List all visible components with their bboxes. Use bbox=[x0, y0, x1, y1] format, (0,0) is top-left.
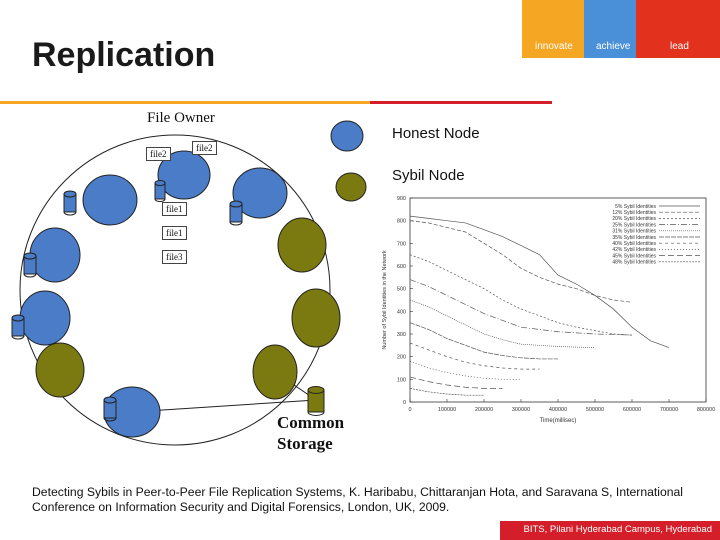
title-rule-orange bbox=[0, 101, 370, 104]
y-tick-label: 100 bbox=[397, 377, 406, 383]
chart-frame bbox=[409, 197, 707, 403]
x-tick-label: 200000 bbox=[475, 407, 493, 413]
legend-entry: 45% Sybil Identities bbox=[612, 253, 656, 259]
file-owner-label: File Owner bbox=[147, 110, 215, 126]
y-tick-label: 900 bbox=[397, 196, 406, 202]
series-line bbox=[409, 299, 596, 348]
legend-entry: 20% Sybil Identities bbox=[612, 216, 656, 222]
legend-entry: 48% Sybil Identities bbox=[612, 260, 656, 266]
common-storage-line2: Storage bbox=[277, 434, 333, 453]
common-storage-label: Common Storage bbox=[277, 412, 344, 454]
legend-entry: 40% Sybil Identities bbox=[612, 241, 656, 247]
brand-achieve-label: achieve bbox=[596, 41, 631, 52]
x-tick-label: 100000 bbox=[438, 407, 456, 413]
legend-entry: 25% Sybil Identities bbox=[612, 222, 656, 228]
y-tick-label: 300 bbox=[397, 332, 406, 338]
honest-node bbox=[19, 290, 71, 346]
series-line bbox=[409, 360, 521, 380]
title-rule-red bbox=[370, 101, 552, 104]
common-storage-cylinder bbox=[307, 386, 325, 416]
storage-cylinder bbox=[23, 252, 37, 278]
x-tick-label: 600000 bbox=[623, 407, 641, 413]
series-line bbox=[409, 388, 484, 396]
brand-lead-label: lead bbox=[670, 41, 689, 52]
honest-node-owner bbox=[157, 150, 211, 200]
series-line bbox=[409, 215, 670, 348]
x-tick-label: 0 bbox=[408, 407, 411, 413]
brand-achieve: achieve bbox=[584, 0, 636, 58]
citation-text: Detecting Sybils in Peer-to-Peer File Re… bbox=[32, 485, 684, 514]
series-line bbox=[409, 322, 558, 360]
y-axis-label: Number of Sybil Identities in the Networ… bbox=[382, 250, 388, 350]
storage-cylinder bbox=[103, 396, 117, 422]
storage-cylinder bbox=[154, 180, 166, 202]
x-tick-label: 300000 bbox=[512, 407, 530, 413]
y-tick-label: 700 bbox=[397, 241, 406, 247]
file-tag: file1 bbox=[162, 202, 187, 216]
file-tag: file2 bbox=[146, 147, 171, 161]
x-tick-label: 800000 bbox=[697, 407, 715, 413]
honest-node bbox=[82, 174, 138, 226]
slide-title: Replication bbox=[32, 36, 216, 74]
honest-node bbox=[29, 227, 81, 283]
series-line bbox=[409, 376, 503, 389]
ring-circle bbox=[19, 134, 331, 446]
sybil-node-legend-icon bbox=[335, 172, 367, 202]
legend-honest-label: Honest Node bbox=[392, 125, 480, 142]
replication-diagram bbox=[11, 134, 341, 446]
x-tick-label: 400000 bbox=[549, 407, 567, 413]
series-line bbox=[409, 279, 633, 336]
series-line bbox=[409, 342, 540, 370]
sybil-node bbox=[35, 342, 85, 398]
y-tick-label: 600 bbox=[397, 264, 406, 270]
legend-entry: 5% Sybil Identities bbox=[615, 204, 656, 210]
file-tag: file3 bbox=[162, 250, 187, 264]
storage-cylinder bbox=[11, 314, 25, 340]
y-tick-label: 500 bbox=[397, 287, 406, 293]
legend-entry: 12% Sybil Identities bbox=[612, 210, 656, 216]
series-line bbox=[409, 254, 633, 336]
honest-node-legend-icon bbox=[330, 120, 364, 152]
legend-entry: 42% Sybil Identities bbox=[612, 247, 656, 253]
y-tick-label: 800 bbox=[397, 219, 406, 225]
x-tick-label: 500000 bbox=[586, 407, 604, 413]
legend-entry: 35% Sybil Identities bbox=[612, 235, 656, 241]
x-axis-label: Time(millisec) bbox=[540, 418, 577, 424]
brand-lead: lead bbox=[636, 0, 720, 58]
storage-cylinder bbox=[229, 200, 243, 226]
storage-link bbox=[131, 399, 317, 413]
file-tag: file1 bbox=[162, 226, 187, 240]
sybil-node bbox=[291, 288, 341, 348]
series-line bbox=[409, 220, 633, 303]
y-tick-label: 400 bbox=[397, 309, 406, 315]
sybil-node bbox=[277, 217, 327, 273]
legend-sybil-label: Sybil Node bbox=[392, 167, 465, 184]
file-tag: file2 bbox=[192, 141, 217, 155]
legend-entry: 31% Sybil Identities bbox=[612, 229, 656, 235]
brand-innovate-label: innovate bbox=[535, 41, 573, 52]
storage-cylinder bbox=[63, 190, 77, 216]
footer-bar bbox=[500, 521, 720, 540]
common-storage-line1: Common bbox=[277, 413, 345, 432]
footer-text: BITS, Pilani Hyderabad Campus, Hyderabad bbox=[523, 524, 712, 535]
sybil-node bbox=[252, 344, 298, 400]
y-tick-label: 0 bbox=[403, 400, 406, 406]
y-tick-label: 200 bbox=[397, 355, 406, 361]
sybil-chart: 0 100 200 300 400 500 600 700 800 900 0 100000 20000… bbox=[382, 196, 715, 424]
x-tick-label: 700000 bbox=[660, 407, 678, 413]
brand-innovate: innovate bbox=[522, 0, 584, 58]
honest-node bbox=[232, 167, 288, 219]
